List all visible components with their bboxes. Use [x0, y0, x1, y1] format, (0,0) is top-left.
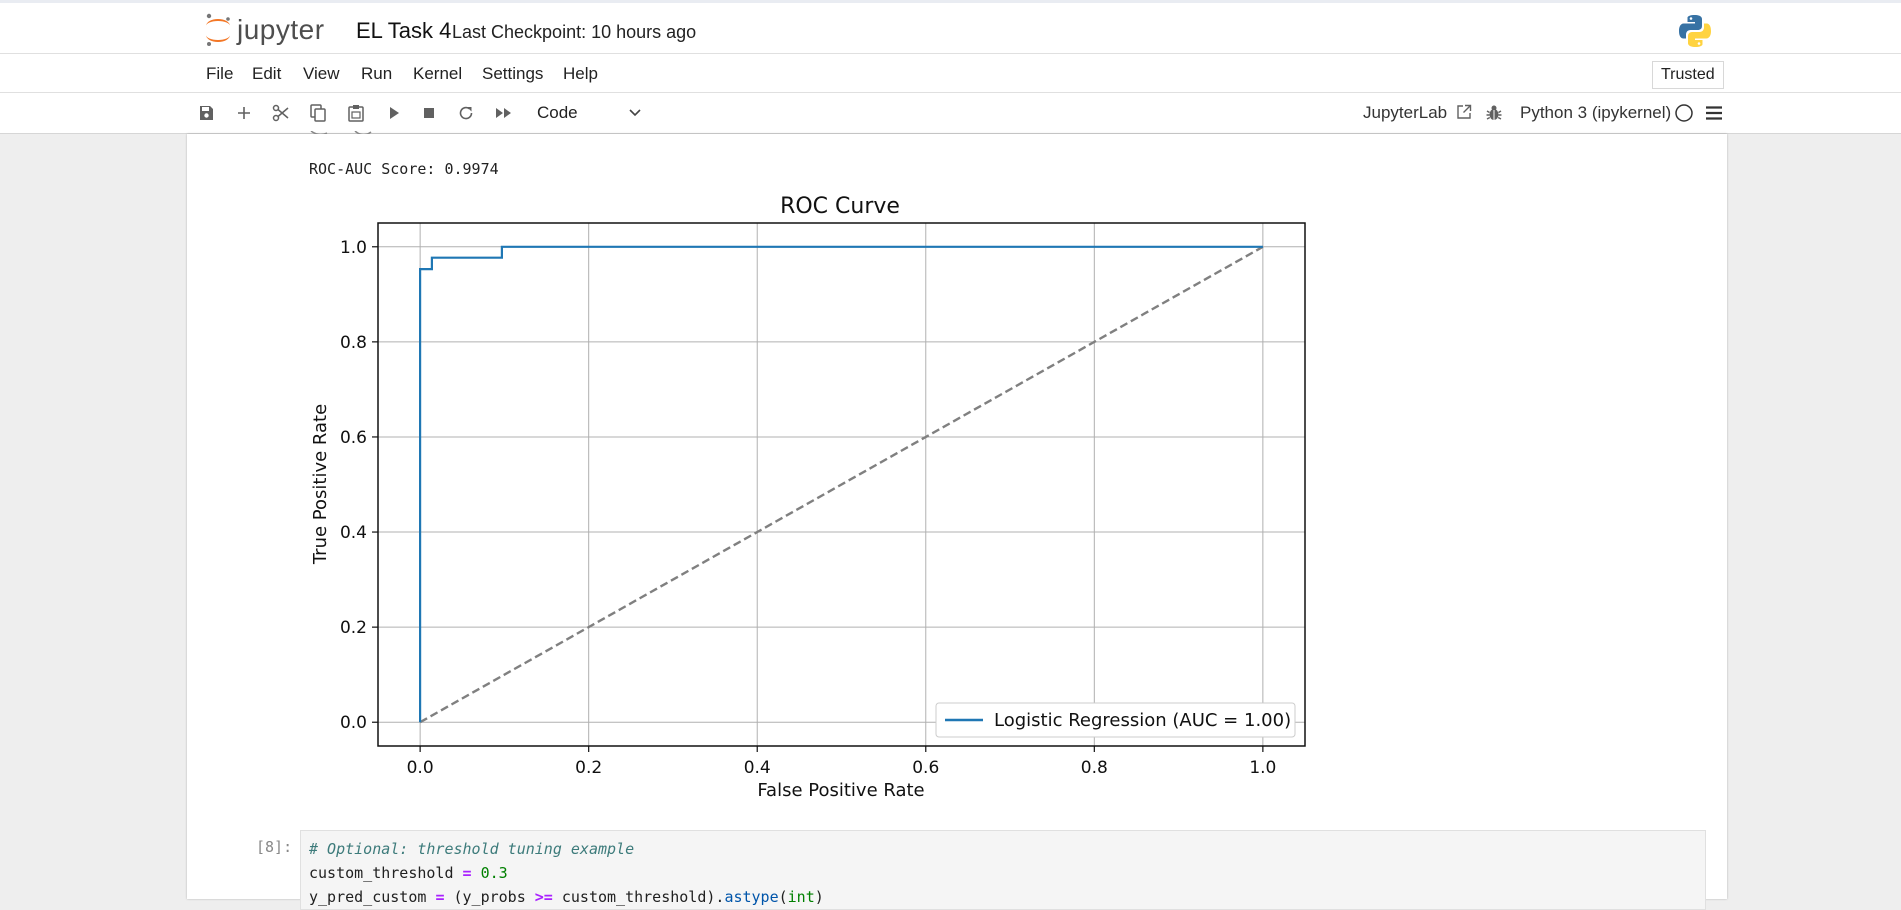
x-axis: 0.0 0.2 0.4 0.6 0.8 1.0	[407, 746, 1276, 778]
code-cell-editor[interactable]: # Optional: threshold tuning example cus…	[300, 830, 1706, 910]
kernel-status-icon	[1674, 103, 1694, 123]
notebook-title[interactable]: EL Task 4	[356, 18, 452, 43]
y-tick-label: 1.0	[340, 238, 367, 258]
y-axis-label: True Positive Rate	[310, 404, 331, 565]
save-icon[interactable]	[196, 103, 216, 123]
fast-forward-icon[interactable]	[494, 103, 514, 123]
trusted-indicator[interactable]: Trusted	[1652, 61, 1724, 89]
clipped-output-line	[309, 126, 459, 134]
plot-frame	[377, 222, 1306, 747]
y-tick-label: 0.2	[340, 618, 367, 638]
menu-run[interactable]: Run	[361, 64, 393, 83]
menu-kernel[interactable]: Kernel	[413, 64, 463, 83]
add-cell-icon[interactable]	[234, 103, 254, 123]
diagonal-reference-line	[419, 245, 1264, 724]
cell-type-select[interactable]: Code	[537, 103, 578, 122]
legend-label: Logistic Regression (AUC = 1.00)	[994, 710, 1291, 731]
cell-prompt: [8]:	[256, 838, 293, 856]
roc-curve-line	[419, 245, 1263, 723]
chevron-down-icon[interactable]	[628, 105, 642, 124]
x-tick-label: 0.6	[912, 758, 939, 778]
y-tick-label: 0.4	[340, 523, 367, 543]
jupyterlab-link[interactable]: JupyterLab	[1363, 103, 1472, 123]
copy-icon[interactable]	[308, 103, 328, 123]
cut-icon[interactable]	[271, 103, 291, 123]
restart-icon[interactable]	[456, 103, 476, 123]
y-axis: 0.0 0.2 0.4 0.6 0.8 1.0	[340, 238, 378, 733]
menu-edit[interactable]: Edit	[252, 64, 282, 83]
stop-icon[interactable]	[419, 103, 439, 123]
roc-curve-chart: ROC Curve 0.0 0.2 0.4 0.6 0.8 1.0 0.00.20.40.…	[310, 194, 1306, 801]
menu-help[interactable]: Help	[563, 64, 598, 83]
paste-icon[interactable]	[346, 103, 366, 123]
chart-series	[419, 245, 1264, 724]
menu-view[interactable]: View	[303, 64, 340, 83]
y-tick-label: 0.6	[340, 428, 367, 448]
debugger-icon[interactable]	[1484, 103, 1504, 123]
menu-icon[interactable]	[1704, 103, 1724, 123]
menu-file[interactable]: File	[206, 64, 234, 83]
last-checkpoint: Last Checkpoint: 10 hours ago	[452, 22, 697, 42]
run-icon[interactable]	[384, 103, 404, 123]
external-link-icon	[1457, 104, 1472, 119]
top-header: jupyter EL Task 4 Last Checkpoint: 10 ho…	[0, 0, 1901, 54]
x-tick-label: 0.4	[744, 758, 771, 778]
x-tick-label: 0.8	[1081, 758, 1108, 778]
code-line-2: custom_threshold = 0.3	[309, 864, 508, 882]
legend-box	[935, 702, 1296, 738]
y-tick-label: 0.0	[340, 713, 367, 733]
x-tick-label: 0.0	[407, 758, 434, 778]
notebook-panel	[187, 134, 1727, 899]
menu-bar: File Edit View Run Kernel Settings Help …	[0, 54, 1901, 93]
x-tick-label: 0.2	[575, 758, 602, 778]
y-tick-label: 0.8	[340, 333, 367, 353]
jupyter-logo[interactable]: jupyter	[203, 13, 325, 47]
code-comment: # Optional: threshold tuning example	[309, 840, 635, 858]
code-line-3: y_pred_custom = (y_probs >= custom_thres…	[309, 888, 824, 906]
kernel-name[interactable]: Python 3 (ipykernel)	[1520, 103, 1672, 122]
chart-title: ROC Curve	[780, 194, 900, 219]
notebook-toolbar: Code JupyterLab Python 3 (ipykernel)	[0, 93, 1901, 134]
x-tick-label: 1.0	[1249, 758, 1276, 778]
x-axis-label: False Positive Rate	[757, 780, 924, 801]
jupyterlab-link-label: JupyterLab	[1363, 103, 1448, 122]
python-logo-icon	[1678, 14, 1712, 53]
jupyter-logo-icon	[206, 13, 230, 46]
chart-legend: Logistic Regression (AUC = 1.00)	[935, 702, 1296, 738]
roc-auc-score-output: ROC-AUC Score: 0.9974	[309, 160, 499, 178]
jupyter-wordmark: jupyter	[237, 14, 325, 45]
menu-settings[interactable]: Settings	[482, 64, 544, 83]
